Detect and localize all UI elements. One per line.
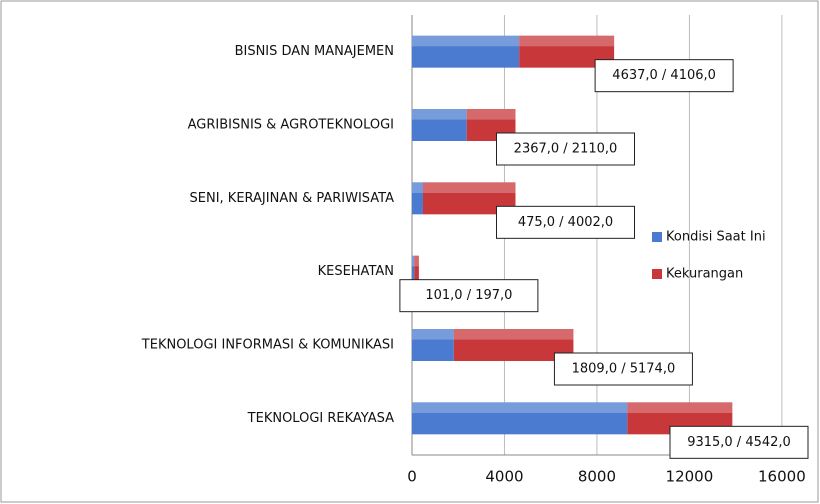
x-tick-label: 8000 bbox=[578, 468, 616, 486]
data-label-box bbox=[594, 59, 734, 93]
bar bbox=[412, 182, 423, 215]
x-tick-label: 4000 bbox=[485, 468, 523, 486]
bar bbox=[412, 255, 415, 288]
bar-shine bbox=[412, 255, 415, 267]
data-label: 475,0 / 4002,0 bbox=[518, 215, 613, 230]
x-tick-label: 16000 bbox=[758, 468, 806, 486]
bar-shine bbox=[453, 329, 574, 340]
bar-shine bbox=[466, 109, 516, 120]
bar bbox=[412, 329, 454, 361]
data-label-box bbox=[399, 279, 539, 313]
bar-shine bbox=[412, 329, 454, 340]
bar-shine bbox=[412, 402, 628, 413]
x-tick-label: 0 bbox=[407, 468, 417, 486]
bar bbox=[412, 35, 520, 68]
bar bbox=[412, 402, 628, 435]
y-tick-label: TEKNOLOGI INFORMASI & KOMUNIKASI bbox=[141, 338, 394, 353]
y-tick-label: BISNIS DAN MANAJEMEN bbox=[235, 44, 394, 59]
legend-label: Kekurangan bbox=[666, 267, 743, 282]
y-tick-label: KESEHATAN bbox=[318, 264, 394, 279]
legend-swatch bbox=[652, 269, 662, 279]
x-tick-label: 12000 bbox=[666, 468, 714, 486]
data-label: 1809,0 / 5174,0 bbox=[572, 362, 676, 377]
data-label: 4637,0 / 4106,0 bbox=[612, 68, 716, 83]
y-tick-label: AGRIBISNIS & AGROTEKNOLOGI bbox=[188, 118, 394, 133]
bar-shine bbox=[412, 109, 467, 120]
data-label-box bbox=[495, 205, 635, 239]
data-label: 101,0 / 197,0 bbox=[425, 288, 512, 303]
legend-swatch bbox=[652, 232, 662, 242]
bar-shine bbox=[627, 402, 733, 413]
bar bbox=[453, 329, 574, 361]
data-label-box bbox=[495, 132, 635, 166]
data-label-box bbox=[669, 425, 809, 459]
y-tick-label: SENI, KERAJINAN & PARIWISATA bbox=[190, 191, 395, 206]
bar bbox=[414, 255, 419, 288]
y-tick-label: TEKNOLOGI REKAYASA bbox=[247, 411, 394, 426]
data-label-box bbox=[553, 352, 693, 386]
bar-shine bbox=[412, 182, 423, 193]
bar bbox=[412, 109, 467, 141]
bar-shine bbox=[414, 255, 419, 267]
data-label: 2367,0 / 2110,0 bbox=[514, 142, 618, 157]
bar-shine bbox=[519, 35, 615, 47]
legend-label: Kondisi Saat Ini bbox=[666, 230, 766, 245]
bar-shine bbox=[422, 182, 516, 193]
bar-shine bbox=[412, 35, 520, 47]
data-label: 9315,0 / 4542,0 bbox=[687, 435, 791, 450]
